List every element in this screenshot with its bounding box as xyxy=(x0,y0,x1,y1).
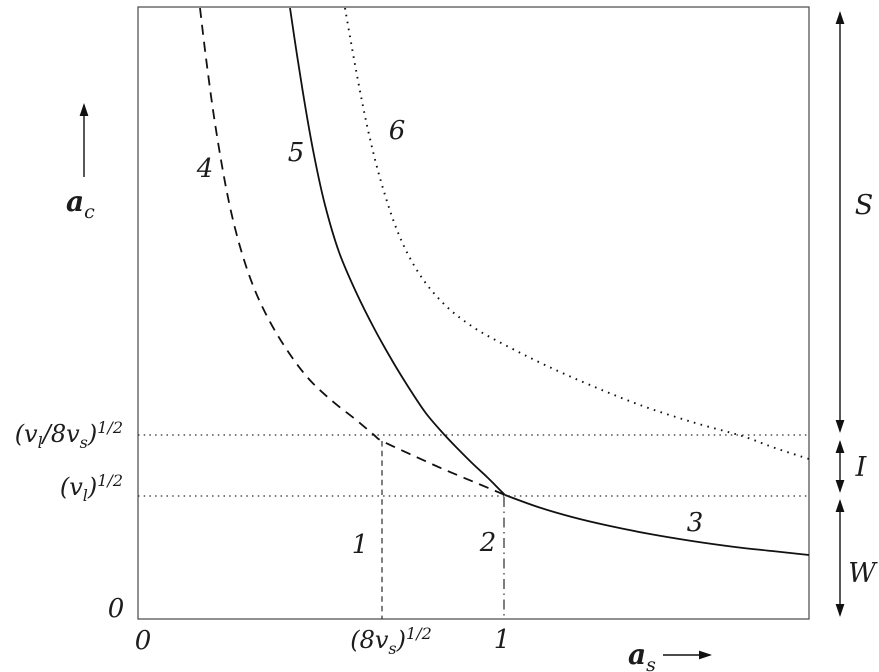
plot-border xyxy=(137,6,810,620)
curve-label-6: 6 xyxy=(389,116,406,146)
x-tick-zero: 0 xyxy=(135,626,152,656)
curve-label-4: 4 xyxy=(196,154,214,184)
x-tick-8vs: (8vs)1/2 xyxy=(350,624,432,658)
region-label-I: I xyxy=(855,452,868,483)
y-axis-arrow-head xyxy=(79,103,89,116)
curve-6 xyxy=(344,7,810,460)
y-axis-label: ac xyxy=(66,185,95,223)
line-label-1: 1 xyxy=(352,530,369,560)
region-label-W: W xyxy=(848,558,878,589)
curve-label-3: 3 xyxy=(687,508,704,538)
curve-5 xyxy=(289,7,506,496)
region-label-S: S xyxy=(855,190,874,221)
x-axis-arrow-head xyxy=(699,650,712,660)
line-label-2: 2 xyxy=(479,528,497,558)
region-arrow-W-start-head xyxy=(835,499,845,512)
region-arrow-I-head xyxy=(835,480,845,493)
y-tick-zero: 0 xyxy=(108,594,125,624)
x-tick-one: 1 xyxy=(494,625,511,655)
y-tick-vl-over-8vs: (vl/8vs)1/2 xyxy=(15,418,123,452)
curve-label-5: 5 xyxy=(288,138,305,168)
y-tick-vl: (vl)1/2 xyxy=(60,471,123,505)
region-arrow-S-start-head xyxy=(835,420,845,433)
geometry-layer xyxy=(79,6,845,660)
x-axis-label: as xyxy=(628,638,656,672)
curve-4 xyxy=(199,7,506,496)
region-arrow-S-head xyxy=(835,11,845,24)
region-arrow-I-start-head xyxy=(835,440,845,453)
region-arrow-W-head xyxy=(835,604,845,617)
curve-3 xyxy=(504,494,810,556)
